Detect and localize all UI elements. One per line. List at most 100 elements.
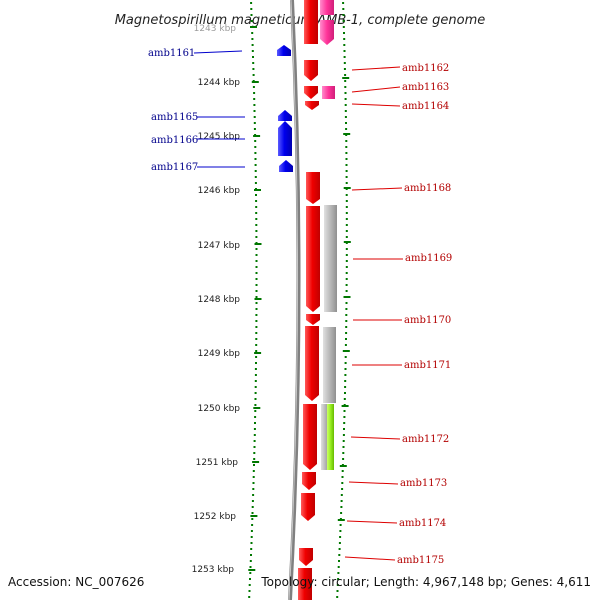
leader-line	[351, 103, 401, 107]
ruler-dot	[344, 362, 347, 364]
ruler-dot	[255, 254, 258, 256]
gene-amb1163[interactable]	[304, 86, 318, 99]
ruler-dot	[336, 584, 339, 586]
gene-label-amb1170[interactable]: amb1170	[404, 315, 451, 326]
gene-amb1168[interactable]	[306, 172, 320, 204]
ruler-tick	[253, 407, 261, 409]
feature-green-amb1172[interactable]	[327, 404, 334, 470]
ruler-dot	[345, 272, 348, 274]
gene-amb1161[interactable]	[277, 45, 291, 56]
gene-amb1162[interactable]	[304, 60, 318, 81]
feature-pink-top[interactable]	[320, 0, 334, 15]
ruler-dot	[255, 290, 258, 292]
ruler-dot	[337, 578, 340, 580]
ruler-dot	[343, 68, 346, 70]
tick-label: 1246 kbp	[198, 186, 241, 196]
tick-label: 1252 kbp	[194, 512, 237, 522]
ruler-dot	[252, 62, 255, 64]
ruler-dot	[255, 194, 257, 196]
gene-amb1169[interactable]	[306, 206, 320, 312]
ruler-dot	[255, 302, 258, 304]
ruler-dot	[249, 572, 252, 574]
ruler-dot	[339, 530, 342, 532]
gene-amb1166[interactable]	[278, 121, 292, 156]
ruler-dot	[251, 50, 254, 52]
gene-prev[interactable]	[304, 0, 318, 44]
ruler-dot	[250, 554, 252, 556]
leader-line	[348, 481, 399, 485]
ruler-tick	[250, 26, 257, 28]
gene-amb1173[interactable]	[302, 472, 316, 490]
ruler-dot	[344, 80, 347, 82]
ruler-tick	[342, 77, 350, 79]
genome-backbone-highlight	[288, 0, 299, 600]
gene-amb1171[interactable]	[305, 326, 319, 401]
ruler-dot	[345, 308, 348, 310]
feature-pink-amb1163[interactable]	[322, 86, 335, 99]
gene-label-amb1163[interactable]: amb1163	[402, 82, 449, 93]
gene-label-amb1168[interactable]: amb1168	[404, 183, 451, 194]
tick-label: 1247 kbp	[198, 241, 241, 251]
gene-label-amb1161[interactable]: amb1161	[148, 48, 195, 59]
gene-label-amb1169[interactable]: amb1169	[405, 253, 452, 264]
ruler-dot	[253, 446, 256, 448]
leader-line	[351, 187, 403, 191]
ruler-dot	[343, 428, 345, 430]
ruler-dot	[345, 170, 348, 172]
ruler-dot	[342, 2, 345, 4]
ruler-tick	[254, 243, 262, 245]
gene-next[interactable]	[298, 568, 312, 600]
gene-label-amb1175[interactable]: amb1175	[397, 555, 444, 566]
gene-label-amb1162[interactable]: amb1162	[402, 63, 449, 74]
ruler-dot	[249, 566, 252, 568]
gene-amb1172[interactable]	[303, 404, 317, 470]
feature-pink-top-2[interactable]	[320, 20, 334, 45]
leader-line	[344, 556, 396, 561]
ruler-dot	[253, 428, 256, 430]
plus-strand-genes	[298, 0, 320, 600]
ruler-dot	[341, 488, 344, 490]
ruler-dot	[344, 104, 347, 106]
gene-label-amb1165[interactable]: amb1165	[151, 112, 198, 123]
ruler-tick	[250, 515, 258, 517]
gene-amb1170[interactable]	[306, 314, 320, 325]
feature-gray-amb1172[interactable]	[321, 404, 329, 470]
ruler-dot	[345, 326, 348, 328]
ruler-tick	[254, 189, 261, 191]
ruler-dot	[345, 278, 348, 280]
ruler-dot	[340, 506, 343, 508]
tick-label: 1244 kbp	[198, 78, 241, 88]
ruler-dot	[252, 488, 255, 490]
gene-label-amb1172[interactable]: amb1172	[402, 434, 449, 445]
ruler-dot	[254, 416, 257, 418]
ruler-dot	[345, 146, 348, 148]
feature-gray-amb1169[interactable]	[324, 205, 337, 312]
gene-label-amb1174[interactable]: amb1174	[399, 518, 446, 529]
ruler-tick	[343, 187, 351, 189]
ruler-dot	[250, 548, 253, 550]
ruler-dot	[343, 62, 346, 64]
ruler-dot	[255, 326, 258, 328]
gene-amb1175[interactable]	[299, 548, 313, 566]
ruler-dot	[345, 290, 348, 292]
ruler-dot	[345, 164, 348, 166]
ruler-dot	[254, 404, 257, 406]
gene-amb1164[interactable]	[305, 101, 319, 110]
ruler-dot	[345, 302, 348, 304]
gene-label-amb1164[interactable]: amb1164	[402, 101, 449, 112]
ruler-dot	[254, 170, 257, 172]
ruler-dot	[255, 236, 258, 238]
gene-amb1165[interactable]	[278, 110, 292, 121]
gene-amb1174[interactable]	[301, 493, 315, 521]
gene-amb1167[interactable]	[279, 160, 293, 172]
feature-gray-amb1171[interactable]	[323, 327, 336, 403]
tick-label: 1253 kbp	[192, 565, 235, 575]
ruler-dot	[248, 596, 251, 598]
gene-label-amb1167[interactable]: amb1167	[151, 162, 198, 173]
gene-label-amb1166[interactable]: amb1166	[151, 135, 198, 146]
ruler-dot	[344, 356, 347, 358]
ruler-dot	[345, 122, 347, 124]
gene-label-amb1173[interactable]: amb1173	[400, 478, 447, 489]
ruler-dot	[342, 20, 345, 22]
gene-label-amb1171[interactable]: amb1171	[404, 360, 451, 371]
